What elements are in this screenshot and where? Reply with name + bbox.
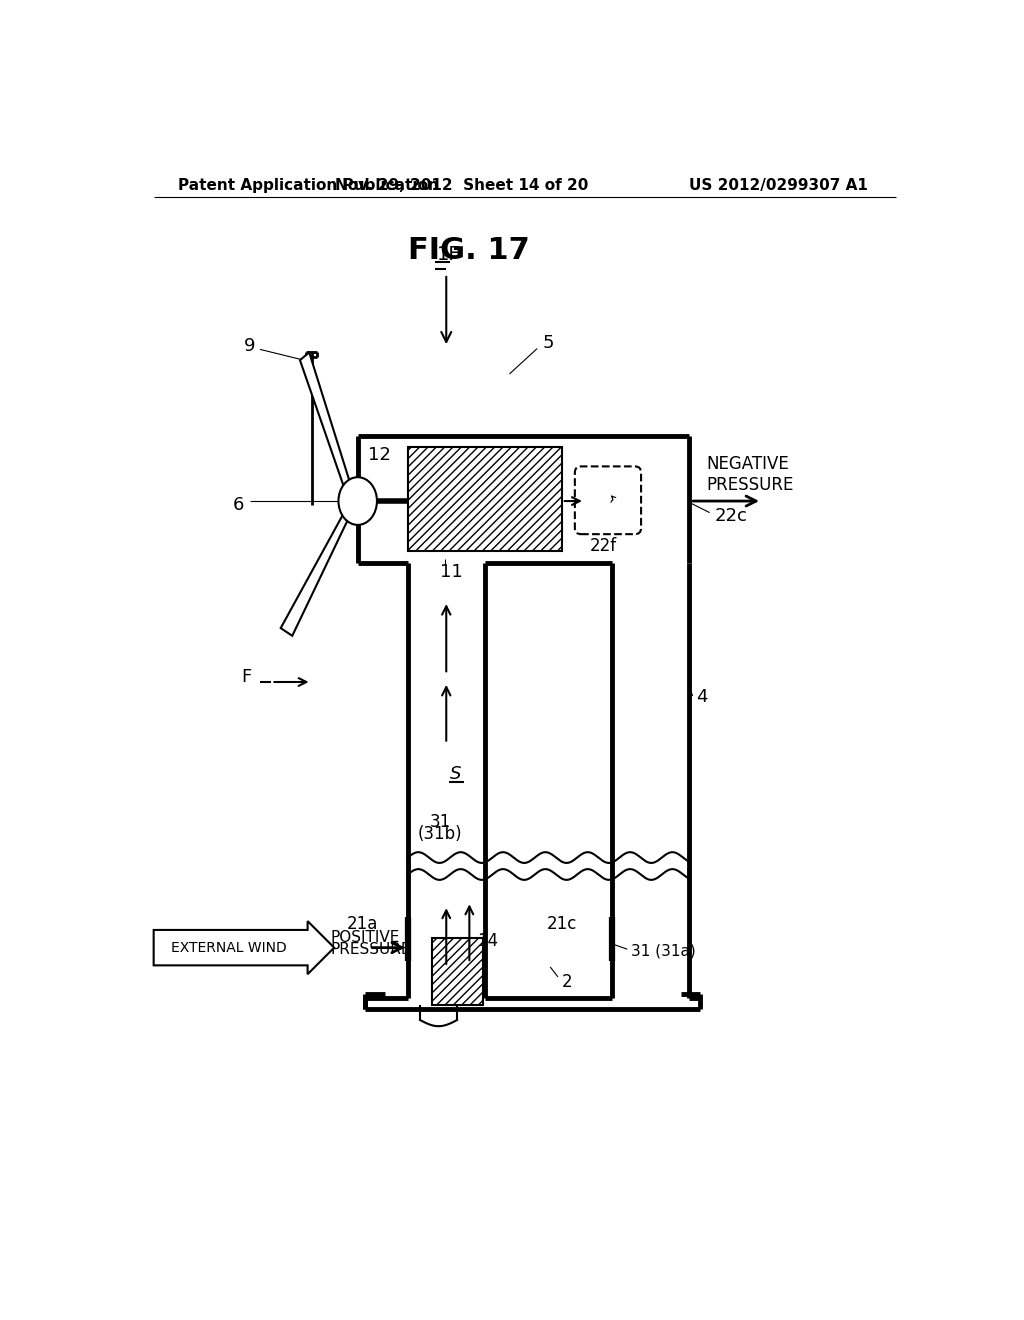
FancyBboxPatch shape — [574, 466, 641, 535]
Polygon shape — [281, 507, 354, 636]
Text: 11: 11 — [440, 562, 463, 581]
Text: F: F — [242, 668, 252, 685]
Text: 22f: 22f — [590, 537, 616, 556]
Text: 2: 2 — [562, 973, 572, 991]
Text: 12: 12 — [368, 446, 390, 463]
Polygon shape — [300, 352, 354, 495]
Text: FIG. 17: FIG. 17 — [409, 236, 530, 265]
Text: 6: 6 — [233, 496, 245, 513]
Text: 5: 5 — [543, 334, 554, 352]
Text: 4: 4 — [696, 689, 708, 706]
Text: Patent Application Publication: Patent Application Publication — [178, 178, 439, 193]
Text: (31b): (31b) — [418, 825, 463, 843]
Bar — [432, 937, 483, 1006]
Text: 31: 31 — [429, 813, 451, 832]
Text: EXTERNAL WIND: EXTERNAL WIND — [171, 941, 287, 954]
Text: POSITIVE: POSITIVE — [331, 931, 400, 945]
Text: NEGATIVE
PRESSURE: NEGATIVE PRESSURE — [707, 454, 794, 494]
Ellipse shape — [339, 478, 377, 525]
Text: 14: 14 — [477, 932, 499, 950]
Bar — [408, 447, 562, 552]
Text: Nov. 29, 2012  Sheet 14 of 20: Nov. 29, 2012 Sheet 14 of 20 — [335, 178, 589, 193]
Text: 22c: 22c — [714, 507, 748, 525]
Text: 21a: 21a — [347, 915, 379, 933]
Text: US 2012/0299307 A1: US 2012/0299307 A1 — [689, 178, 868, 193]
Text: 21c: 21c — [547, 915, 577, 933]
Text: 31 (31a): 31 (31a) — [631, 944, 696, 960]
FancyBboxPatch shape — [154, 921, 334, 974]
Text: 9: 9 — [244, 337, 255, 355]
Text: PRESSURE: PRESSURE — [331, 942, 412, 957]
Text: S: S — [451, 766, 462, 783]
Text: 1F: 1F — [437, 246, 461, 264]
